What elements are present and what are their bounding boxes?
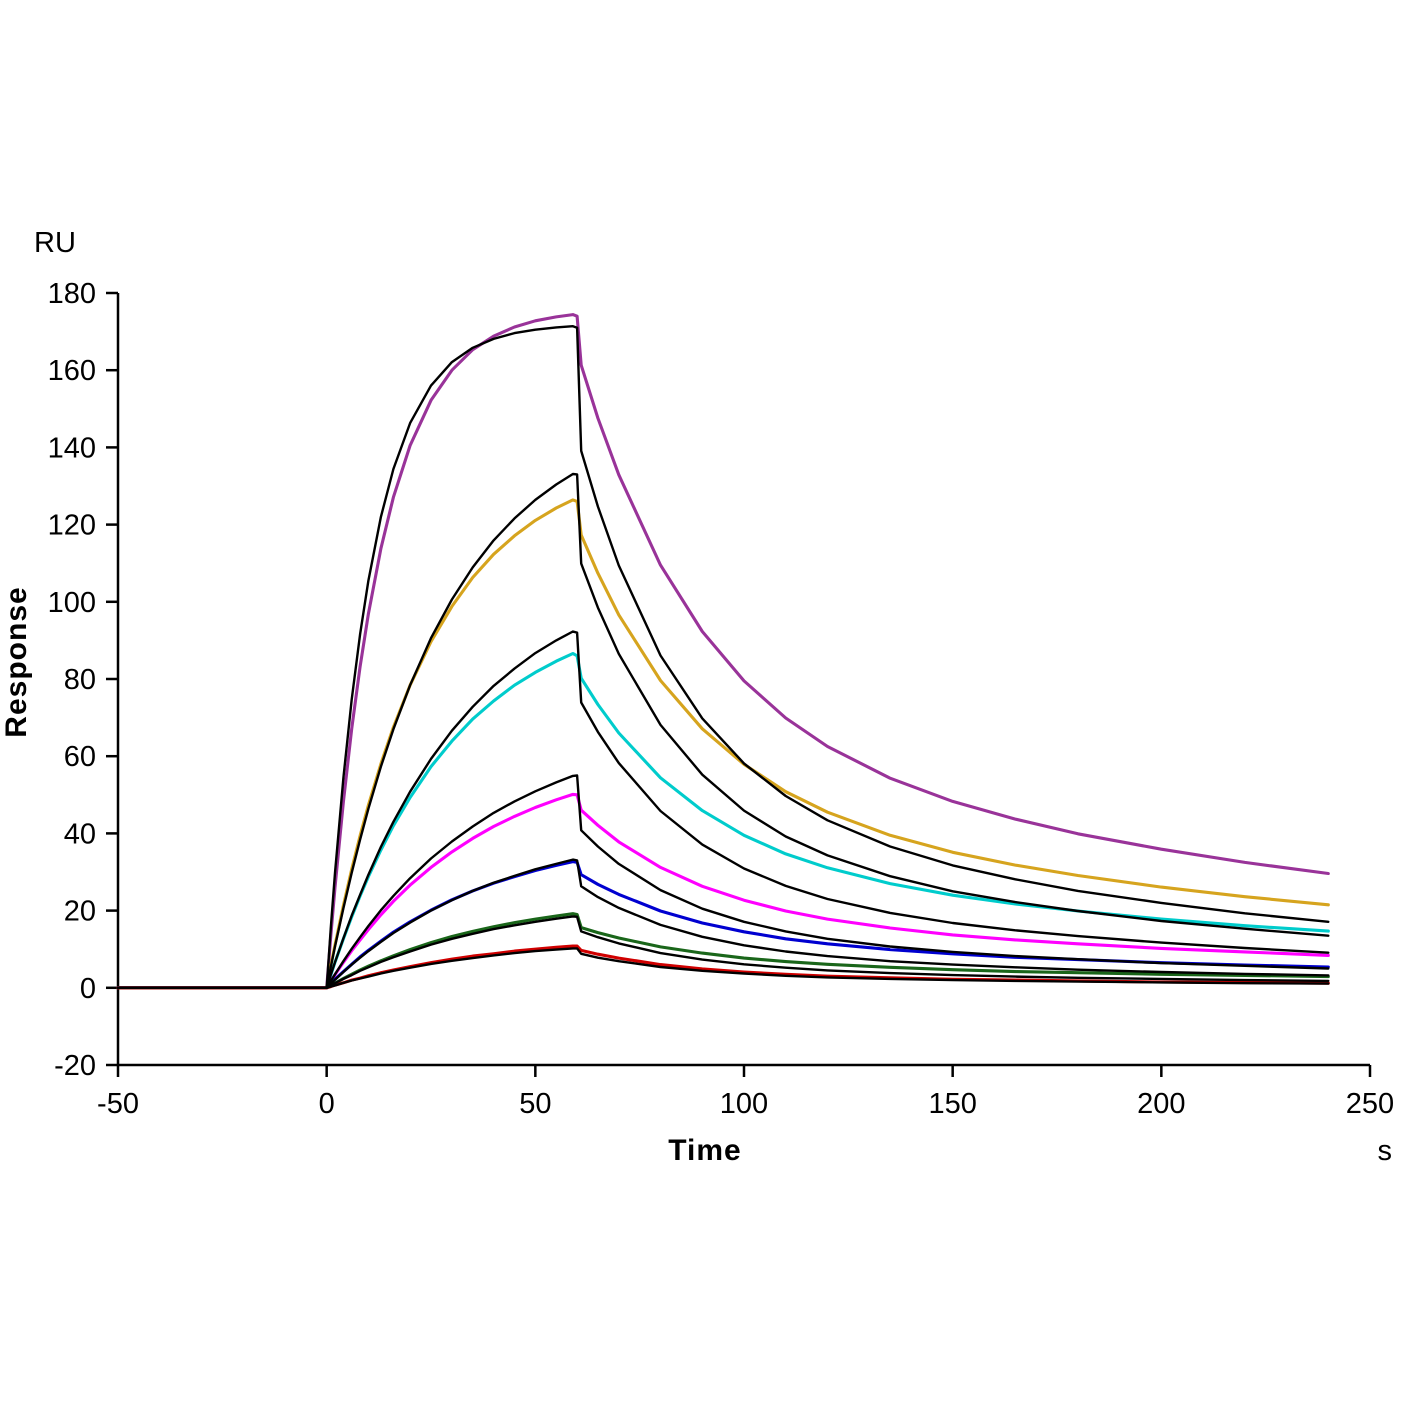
x-tick-label: 150: [928, 1088, 976, 1120]
y-tick-label: 140: [48, 432, 96, 464]
axes: -20 0 20 40 60 80 100 120 140 160 180 -50 0 50 100 150 2…: [48, 278, 1395, 1120]
x-tick-label: 250: [1346, 1088, 1394, 1120]
x-axis-unit-label: s: [1378, 1135, 1393, 1167]
x-tick-label: 0: [319, 1088, 335, 1120]
y-tick-label: -20: [54, 1050, 96, 1082]
y-tick-label: 0: [80, 973, 96, 1005]
series-lines: [116, 313, 1330, 990]
fit-red: [116, 947, 1330, 989]
trace-cyan: [116, 651, 1330, 990]
x-tick-label: 50: [519, 1088, 551, 1120]
y-tick-label: 60: [64, 741, 96, 773]
y-tick-label: 80: [64, 664, 96, 696]
y-tick-label: 120: [48, 510, 96, 542]
y-tick-label: 40: [64, 818, 96, 850]
trace-purple: [116, 313, 1330, 990]
x-tick-label: 200: [1137, 1088, 1185, 1120]
fit-green: [116, 915, 1330, 989]
fit-blue: [116, 858, 1330, 989]
fit-magenta: [116, 774, 1330, 989]
fit-gold: [116, 472, 1330, 989]
x-axis-title: Time: [668, 1134, 741, 1167]
y-tick-label: 180: [48, 278, 96, 310]
y-axis-unit-label: RU: [34, 227, 76, 259]
y-tick-label: 160: [48, 355, 96, 387]
y-tick-label: 100: [48, 587, 96, 619]
x-tick-label: -50: [97, 1088, 139, 1120]
x-tick-label: 100: [720, 1088, 768, 1120]
fit-cyan: [116, 630, 1330, 989]
trace-green: [116, 912, 1330, 990]
fit-purple: [116, 325, 1330, 989]
y-axis-title: Response: [0, 586, 33, 737]
trace-blue: [116, 860, 1330, 990]
y-tick-label: 20: [64, 896, 96, 928]
